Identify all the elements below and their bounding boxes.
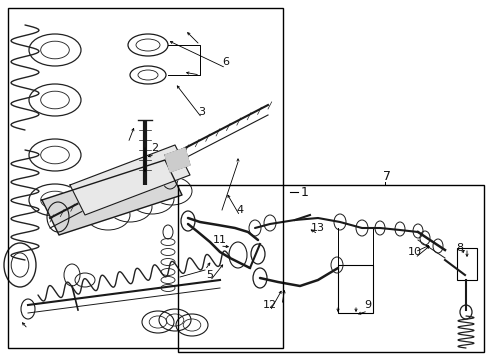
Bar bbox=[8, 8, 283, 348]
Polygon shape bbox=[70, 145, 190, 215]
Text: 11: 11 bbox=[213, 235, 226, 245]
Text: 6: 6 bbox=[222, 57, 229, 67]
Text: 3: 3 bbox=[198, 107, 205, 117]
Bar bbox=[456, 248, 476, 280]
Text: 7: 7 bbox=[382, 171, 390, 184]
Bar bbox=[337, 265, 372, 313]
Text: 8: 8 bbox=[455, 243, 463, 253]
Text: 9: 9 bbox=[364, 300, 371, 310]
Text: 13: 13 bbox=[310, 223, 325, 233]
Polygon shape bbox=[164, 148, 190, 172]
Bar bbox=[178, 185, 483, 352]
Text: 5: 5 bbox=[206, 270, 213, 280]
Polygon shape bbox=[42, 160, 182, 235]
Text: 4: 4 bbox=[236, 205, 243, 215]
Text: 10: 10 bbox=[407, 247, 421, 257]
Text: 12: 12 bbox=[263, 300, 277, 310]
Text: 1: 1 bbox=[301, 186, 308, 199]
Text: 2: 2 bbox=[151, 143, 158, 153]
